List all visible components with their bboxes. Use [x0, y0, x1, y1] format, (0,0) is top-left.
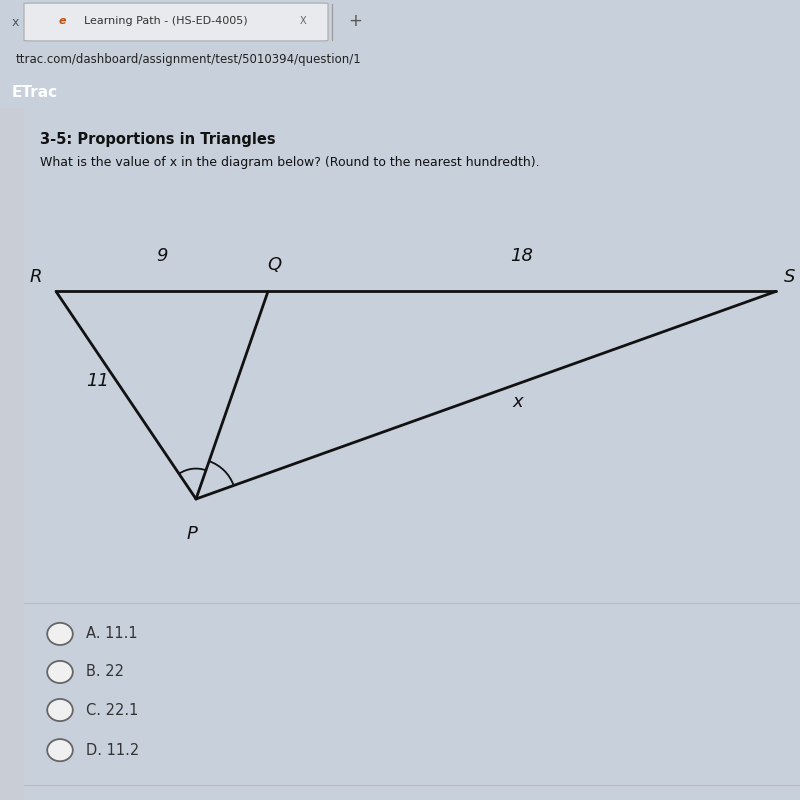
- Text: A. 11.1: A. 11.1: [86, 626, 138, 642]
- Text: ttrac.com/dashboard/assignment/test/5010394/question/1: ttrac.com/dashboard/assignment/test/5010…: [16, 53, 362, 66]
- Text: R: R: [29, 268, 42, 286]
- Circle shape: [47, 661, 73, 683]
- Text: 11: 11: [86, 372, 110, 390]
- Circle shape: [47, 623, 73, 645]
- Text: x: x: [513, 393, 523, 411]
- Text: ETrac: ETrac: [12, 86, 58, 100]
- Text: D. 11.2: D. 11.2: [86, 742, 140, 758]
- Text: +: +: [348, 12, 362, 30]
- Text: x: x: [12, 15, 19, 29]
- Text: Q: Q: [267, 256, 282, 274]
- Text: X: X: [300, 16, 306, 26]
- Text: P: P: [186, 526, 198, 543]
- Circle shape: [47, 699, 73, 721]
- Text: 18: 18: [510, 247, 534, 265]
- Bar: [0, 108, 24, 800]
- Text: S: S: [784, 268, 795, 286]
- Text: Learning Path - (HS-ED-4005): Learning Path - (HS-ED-4005): [84, 16, 248, 26]
- FancyBboxPatch shape: [24, 3, 328, 41]
- Text: 3-5: Proportions in Triangles: 3-5: Proportions in Triangles: [40, 132, 276, 147]
- Text: B. 22: B. 22: [86, 665, 125, 679]
- Text: What is the value of x in the diagram below? (Round to the nearest hundredth).: What is the value of x in the diagram be…: [40, 157, 540, 170]
- Text: 9: 9: [156, 247, 168, 265]
- Circle shape: [47, 739, 73, 762]
- Text: C. 22.1: C. 22.1: [86, 702, 138, 718]
- Text: e: e: [58, 16, 66, 26]
